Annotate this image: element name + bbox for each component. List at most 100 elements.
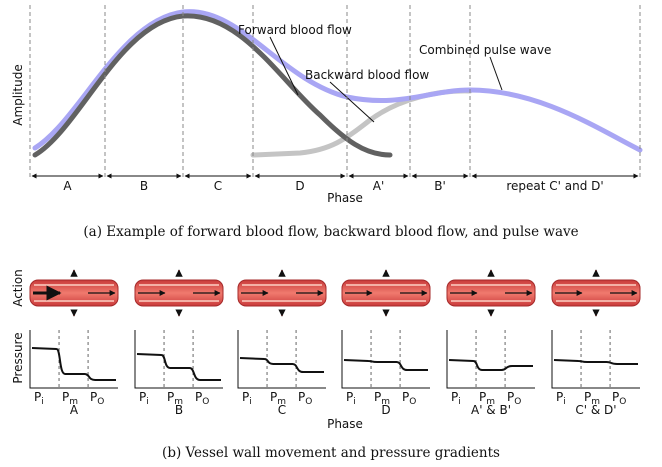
tick-main: P (374, 390, 381, 404)
pressure-tick: PO (507, 390, 521, 407)
panel: Pi Pm POC (237, 269, 327, 417)
tick-main: P (90, 390, 97, 404)
tick-sub: O (97, 397, 104, 407)
pressure-curve (448, 359, 533, 371)
caption: (a) Example of forward blood flow, backw… (83, 224, 578, 240)
pressure-curve (31, 347, 116, 381)
panel: Pi Pm POC' & D' (551, 269, 641, 417)
tick-main: P (270, 390, 277, 404)
annotation: Backward blood flow (305, 68, 429, 82)
pressure-axis (446, 330, 535, 389)
pressure-curve (239, 357, 324, 373)
tick-sub: O (305, 397, 312, 407)
panel: Pi Pm POB (134, 269, 224, 417)
tick-sub: O (409, 397, 416, 407)
segment-label: A' (373, 179, 385, 193)
pressure-tick: PO (612, 390, 626, 407)
tick-sub: i (41, 397, 44, 407)
tick-main: P (139, 390, 146, 404)
pressure-tick: Pm (479, 390, 495, 407)
pressure-tick: Pm (584, 390, 600, 407)
tick-main: P (402, 390, 409, 404)
pressure-axis (134, 330, 223, 389)
tick-main: P (167, 390, 174, 404)
panel: Pi Pm POD (341, 269, 431, 417)
pressure-axis (237, 330, 326, 389)
segment-label: repeat C' and D' (506, 179, 603, 193)
pressure-tick: PO (298, 390, 312, 407)
panel-label: C' & D' (575, 403, 616, 417)
pressure-tick: Pi (451, 390, 461, 407)
panel-label: A' & B' (471, 403, 511, 417)
tick-main: P (346, 390, 353, 404)
pressure-tick: Pm (270, 390, 286, 407)
x-label: Phase (327, 191, 363, 205)
annotation: Combined pulse wave (419, 43, 551, 57)
pressure-tick: Pi (242, 390, 252, 407)
pressure-axis (551, 330, 640, 389)
tick-sub: i (146, 397, 149, 407)
segment-label: B' (434, 179, 446, 193)
tick-sub: O (514, 397, 521, 407)
vessel (341, 279, 431, 307)
segment-label: D (295, 179, 304, 193)
forward-curve (32, 13, 393, 158)
tick-main: P (242, 390, 249, 404)
combined-curve (32, 9, 643, 153)
curves (32, 9, 643, 158)
vessel (446, 279, 536, 307)
pressure-tick: Pm (62, 390, 78, 407)
tick-main: P (584, 390, 591, 404)
pressure-tick: PO (195, 390, 209, 407)
pressure-label: Pressure (11, 332, 25, 383)
tick-main: P (612, 390, 619, 404)
vessel (551, 279, 641, 307)
tick-main: P (195, 390, 202, 404)
pressure-tick: Pi (346, 390, 356, 407)
tick-main: P (34, 390, 41, 404)
x-label: Phase (327, 417, 363, 431)
tick-sub: m (381, 397, 390, 407)
pressure-tick: Pi (139, 390, 149, 407)
panel: Pi Pm POA' & B' (446, 269, 536, 417)
pressure-axis (29, 330, 118, 389)
tick-main: P (507, 390, 514, 404)
tick-sub: i (563, 397, 566, 407)
panel-label: D (381, 403, 390, 417)
tick-sub: i (353, 397, 356, 407)
pressure-curve (553, 359, 638, 365)
tick-main: P (451, 390, 458, 404)
tick-sub: m (174, 397, 183, 407)
y-label: Amplitude (11, 64, 25, 126)
pressure-tick: Pm (167, 390, 183, 407)
pressure-curve (343, 359, 428, 371)
tick-sub: m (69, 397, 78, 407)
tick-sub: O (619, 397, 626, 407)
panel-label: A (70, 403, 79, 417)
tick-sub: m (486, 397, 495, 407)
annotation: Forward blood flow (238, 23, 352, 37)
pressure-tick: PO (90, 390, 104, 407)
tick-sub: i (249, 397, 252, 407)
pressure-curve (136, 353, 221, 381)
tick-main: P (62, 390, 69, 404)
vessel (134, 279, 224, 307)
tick-main: P (479, 390, 486, 404)
action-label: Action (11, 269, 25, 307)
panel-label: C (278, 403, 286, 417)
segment-label: C (214, 179, 222, 193)
pressure-tick: Pm (374, 390, 390, 407)
panel-label: B (175, 403, 183, 417)
pressure-tick: Pi (34, 390, 44, 407)
pressure-axis (341, 330, 430, 389)
vessel (237, 279, 327, 307)
pressure-tick: Pi (556, 390, 566, 407)
leader-lines (269, 36, 503, 123)
tick-sub: O (202, 397, 209, 407)
pressure-tick: PO (402, 390, 416, 407)
tick-sub: i (458, 397, 461, 407)
tick-main: P (556, 390, 563, 404)
segment-label: B (140, 179, 148, 193)
tick-sub: m (277, 397, 286, 407)
